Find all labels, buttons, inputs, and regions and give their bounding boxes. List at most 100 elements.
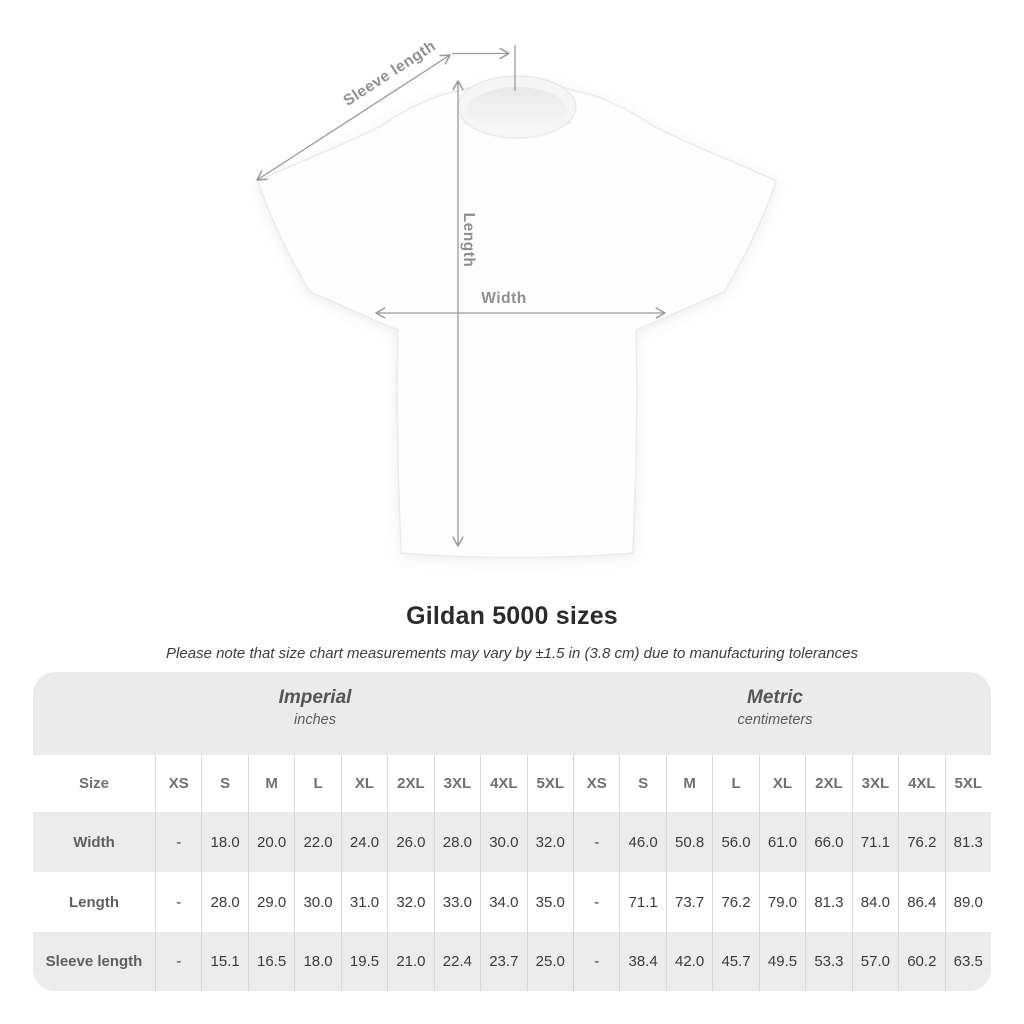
table-cell: 32.0 — [387, 872, 433, 932]
table-cell: 33.0 — [433, 872, 480, 932]
size-header-metric-5xl: 5XL — [944, 755, 991, 812]
size-header-metric-s: S — [619, 755, 665, 812]
size-header-imperial-m: M — [247, 755, 294, 812]
size-header-imperial-2xl: 2XL — [387, 755, 433, 812]
metric-title: Metric — [747, 687, 803, 708]
size-header-metric-3xl: 3XL — [851, 755, 898, 812]
table-cell: 24.0 — [340, 812, 387, 872]
size-column-label: Size — [78, 775, 109, 792]
table-cell: 49.5 — [758, 932, 805, 991]
sleeve-length-arrow — [256, 54, 451, 181]
metric-header: Metric centimeters — [569, 686, 981, 730]
size-header-imperial-xs: XS — [155, 755, 201, 812]
measurement-grid: Size XS S M L XL 2XL 3XL 4XL 5XL XS S M L XL 2XL 3XL 4XL 5… — [33, 755, 991, 991]
table-cell: 56.0 — [712, 812, 758, 872]
table-cell: 25.0 — [526, 932, 573, 991]
table-cell: 66.0 — [805, 812, 851, 872]
size-header-imperial-5xl: 5XL — [526, 755, 573, 812]
imperial-header: Imperial inches — [33, 686, 597, 730]
table-cell: 20.0 — [247, 812, 294, 872]
table-cell: 23.7 — [480, 932, 526, 991]
table-cell: 71.1 — [619, 872, 665, 932]
size-header-metric-4xl: 4XL — [898, 755, 944, 812]
row-label: Sleeve length — [45, 953, 143, 970]
table-cell: 22.0 — [294, 812, 340, 872]
table-cell: 21.0 — [387, 932, 433, 991]
table-cell: 28.0 — [201, 872, 247, 932]
table-cell: 42.0 — [665, 932, 712, 991]
table-cell: 30.0 — [294, 872, 340, 932]
size-header-row: Size XS S M L XL 2XL 3XL 4XL 5XL XS S M L XL 2XL 3XL 4XL 5… — [33, 755, 991, 812]
table-cell: 86.4 — [898, 872, 944, 932]
imperial-title: Imperial — [278, 687, 352, 708]
size-header-metric-2xl: 2XL — [805, 755, 851, 812]
table-cell: 32.0 — [526, 812, 573, 872]
table-cell: 61.0 — [758, 812, 805, 872]
table-cell: 81.3 — [944, 812, 991, 872]
row-label: Width — [73, 833, 115, 851]
table-cell: 18.0 — [294, 932, 340, 991]
table-cell: 84.0 — [851, 872, 898, 932]
tshirt-illustration — [257, 75, 777, 559]
table-cell: 79.0 — [758, 872, 805, 932]
size-header-imperial-3xl: 3XL — [433, 755, 480, 812]
width-label: Width — [481, 290, 526, 307]
table-cell: - — [572, 812, 619, 872]
table-cell: 38.4 — [619, 932, 665, 991]
table-row-sleeve-length: Sleeve length -15.1 16.5 18.0 19.5 21.0 22.4 23… — [33, 932, 991, 991]
table-cell: 57.0 — [851, 932, 898, 991]
collar-opening — [467, 87, 567, 135]
row-label: Length — [69, 893, 119, 911]
size-header-imperial-xl: XL — [340, 755, 387, 812]
size-header-imperial-s: S — [201, 755, 247, 812]
size-header-metric-xs: XS — [572, 755, 619, 812]
table-cell: 16.5 — [247, 932, 294, 991]
table-cell: 60.2 — [898, 932, 944, 991]
sleeve-length-label: Sleeve length — [340, 37, 439, 109]
table-cell: 15.1 — [201, 932, 247, 991]
table-cell: 28.0 — [433, 812, 480, 872]
table-row-length: Length -28.0 29.0 30.0 31.0 32.0 33.0 34.0 35.0-… — [33, 872, 991, 932]
table-cell: 31.0 — [340, 872, 387, 932]
table-cell: - — [572, 872, 619, 932]
table-cell: 29.0 — [247, 872, 294, 932]
table-cell: - — [572, 932, 619, 991]
size-header-metric-xl: XL — [758, 755, 805, 812]
size-header-metric-l: L — [712, 755, 758, 812]
table-cell: - — [155, 872, 201, 932]
table-cell: 19.5 — [340, 932, 387, 991]
table-cell: 89.0 — [944, 872, 991, 932]
table-cell: 73.7 — [665, 872, 712, 932]
table-cell: 45.7 — [712, 932, 758, 991]
unit-header-band: Imperial inches Metric centimeters — [33, 672, 991, 755]
table-cell: 76.2 — [898, 812, 944, 872]
page-title: Gildan 5000 sizes — [406, 602, 618, 630]
table-cell: 81.3 — [805, 872, 851, 932]
size-header-metric-m: M — [665, 755, 712, 812]
table-cell: 46.0 — [619, 812, 665, 872]
table-cell: 71.1 — [851, 812, 898, 872]
size-chart-table: Imperial inches Metric centimeters Size X… — [33, 672, 991, 991]
tshirt-measurement-diagram: Sleeve length Length Width — [256, 37, 777, 559]
measurement-arrows — [256, 45, 666, 547]
table-cell: 22.4 — [433, 932, 480, 991]
length-label: Length — [460, 213, 477, 268]
table-cell: - — [155, 812, 201, 872]
table-cell: 76.2 — [712, 872, 758, 932]
imperial-unit: inches — [294, 712, 336, 728]
metric-unit: centimeters — [737, 712, 813, 728]
table-cell: 50.8 — [665, 812, 712, 872]
table-cell: 34.0 — [480, 872, 526, 932]
table-cell: 26.0 — [387, 812, 433, 872]
table-row-width: Width -18.0 20.0 22.0 24.0 26.0 28.0 30.0 32.0-4… — [33, 812, 991, 872]
table-cell: 35.0 — [526, 872, 573, 932]
table-cell: 30.0 — [480, 812, 526, 872]
table-cell: - — [155, 932, 201, 991]
table-cell: 18.0 — [201, 812, 247, 872]
tolerance-note: Please note that size chart measurements… — [166, 645, 858, 662]
collar-stitch — [462, 121, 572, 139]
table-cell: 63.5 — [944, 932, 991, 991]
table-cell: 53.3 — [805, 932, 851, 991]
size-header-imperial-l: L — [294, 755, 340, 812]
size-header-imperial-4xl: 4XL — [480, 755, 526, 812]
